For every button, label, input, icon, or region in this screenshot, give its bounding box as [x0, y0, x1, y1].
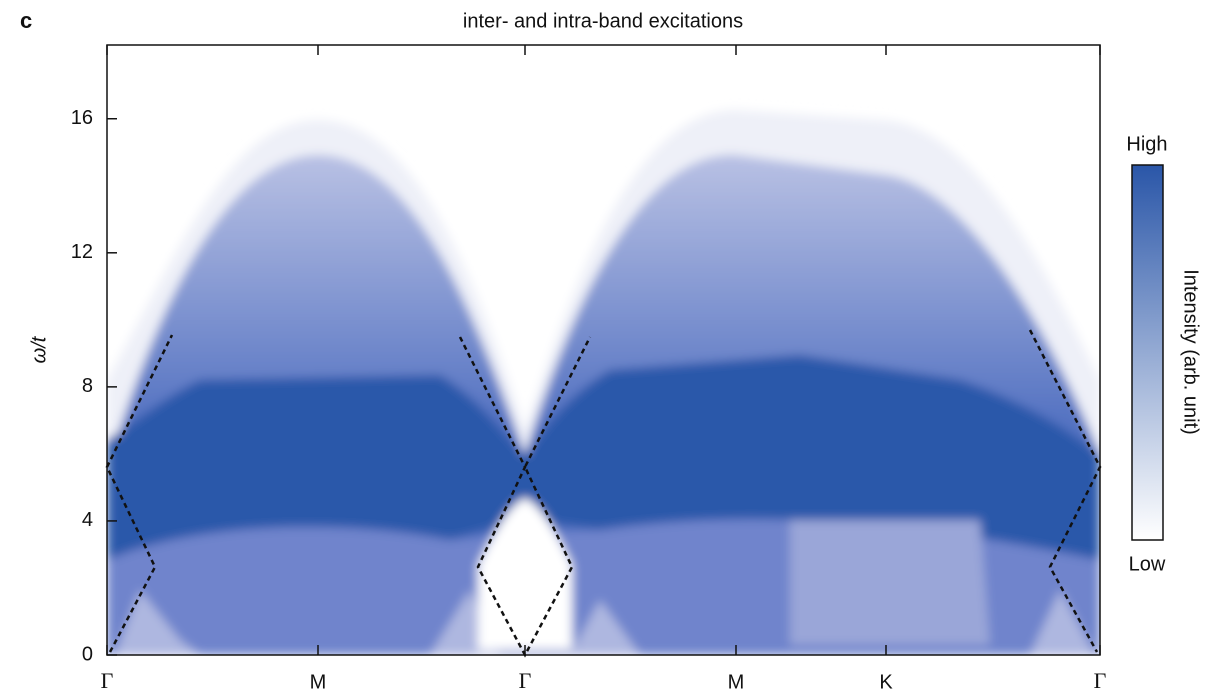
y-tick-label: 8: [82, 375, 93, 397]
heat-patch: [115, 590, 1095, 655]
y-axis-label: ω/t: [28, 335, 50, 363]
panel-label: c: [20, 8, 32, 33]
y-tick-label: 16: [71, 107, 93, 129]
colorbar: [1131, 164, 1164, 541]
y-tick-label: 4: [82, 509, 93, 531]
x-tick-label: Γ: [519, 668, 532, 693]
colorbar-high: High: [1126, 133, 1167, 155]
heat-band: [107, 355, 1100, 560]
x-tick-label: Γ: [1094, 668, 1107, 693]
chart-title: inter- and intra-band excitations: [463, 10, 743, 32]
x-tick-label: M: [728, 671, 745, 693]
heat-patch: [790, 520, 990, 645]
plot-frame: [106, 44, 1101, 656]
colorbar-label: Intensity (arb. unit): [1180, 269, 1202, 435]
y-tick-label: 12: [71, 241, 93, 263]
heatmap: [107, 110, 1100, 655]
colorbar-low: Low: [1129, 553, 1166, 575]
y-tick-label: 0: [82, 643, 93, 665]
x-tick-label: Γ: [101, 668, 114, 693]
x-tick-label: M: [310, 671, 327, 693]
x-tick-label: K: [879, 671, 893, 693]
